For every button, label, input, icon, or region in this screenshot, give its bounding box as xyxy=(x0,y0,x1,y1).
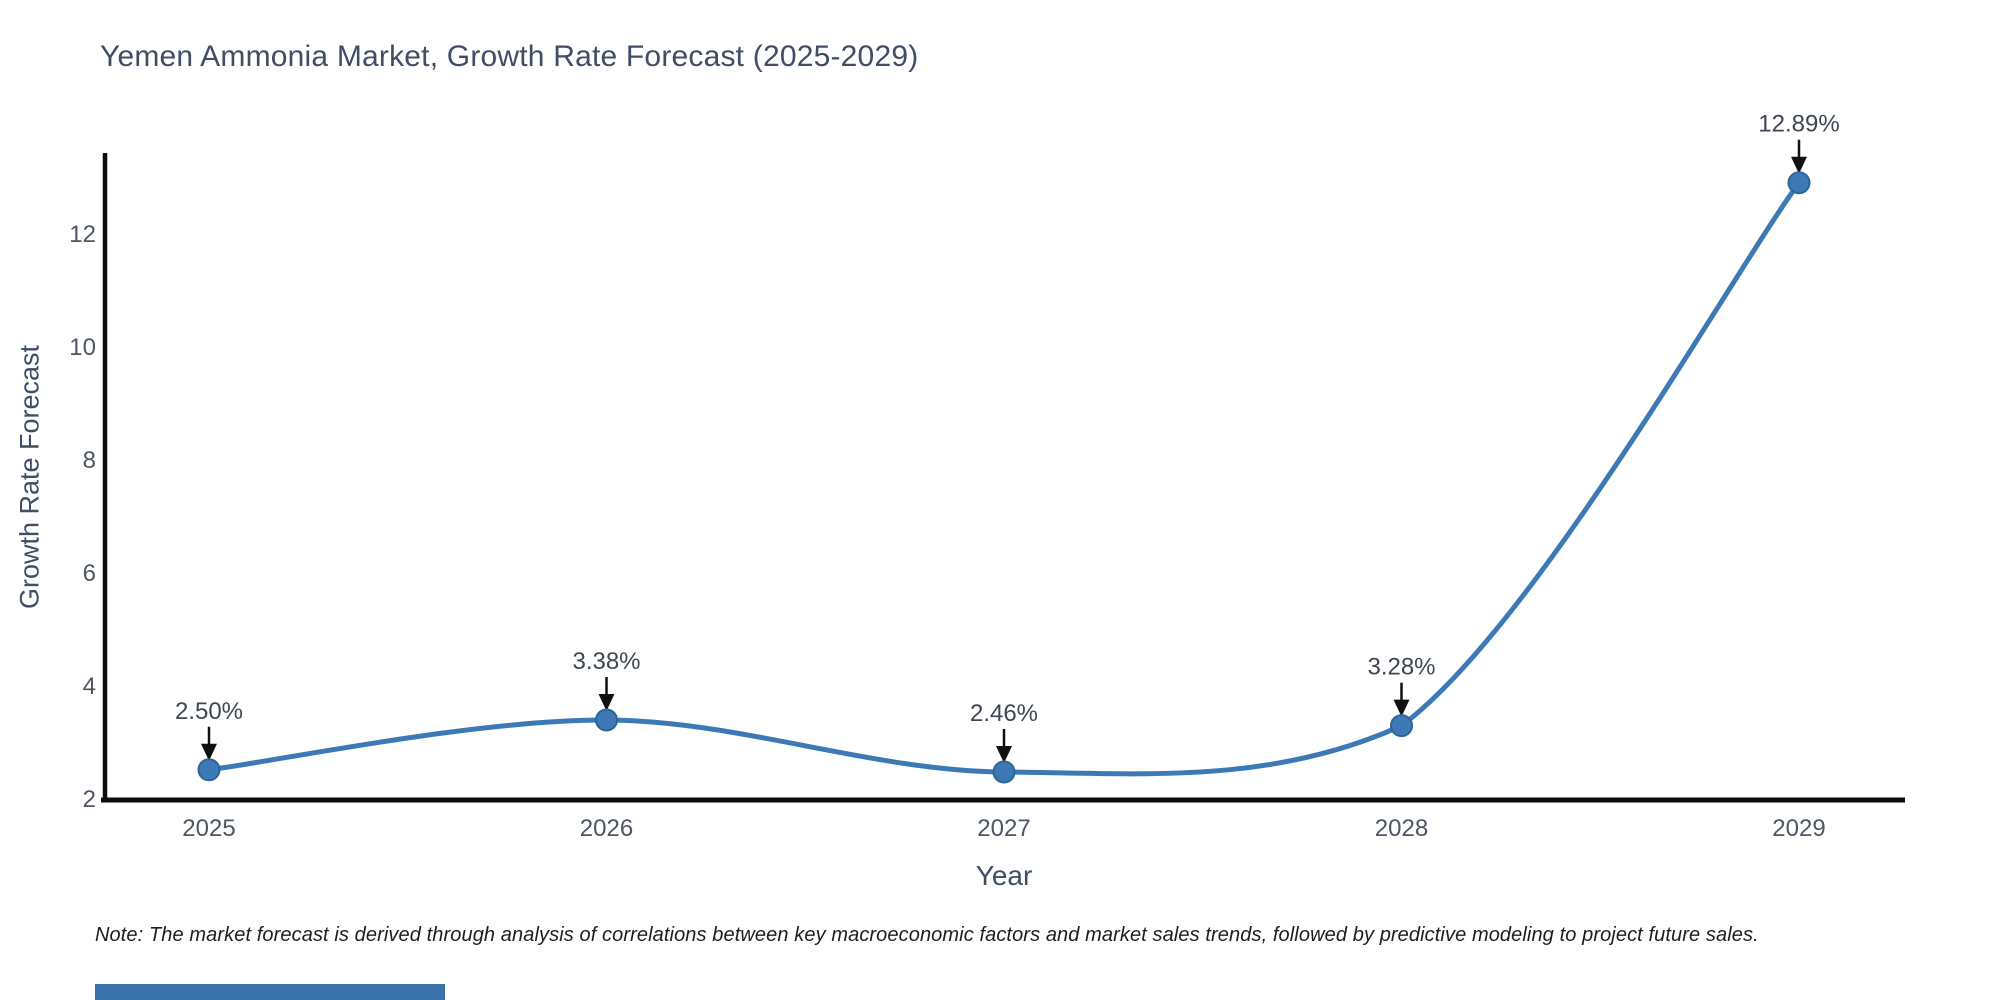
data-point-marker[interactable] xyxy=(1787,171,1811,195)
chart-title: Yemen Ammonia Market, Growth Rate Foreca… xyxy=(100,40,919,73)
point-annotation: 3.28% xyxy=(1367,654,1435,681)
x-tick-label: 2027 xyxy=(977,815,1030,842)
annotation-arrowhead xyxy=(996,746,1012,764)
data-point-marker[interactable] xyxy=(595,708,618,732)
x-tick-label: 2026 xyxy=(580,815,633,842)
series-line xyxy=(206,180,1802,777)
x-tick-label: 2025 xyxy=(182,815,235,842)
x-tick-label: 2029 xyxy=(1772,815,1825,842)
point-annotation: 2.46% xyxy=(970,700,1038,727)
y-tick-label: 8 xyxy=(83,447,96,474)
point-annotation: 2.50% xyxy=(175,698,243,725)
annotation-arrowhead xyxy=(1393,699,1410,717)
annotation-arrowhead xyxy=(201,743,217,761)
point-annotation: 3.38% xyxy=(572,648,640,675)
y-tick-label: 4 xyxy=(83,673,96,700)
data-point-marker[interactable] xyxy=(992,760,1016,784)
data-point-marker[interactable] xyxy=(1390,714,1413,738)
x-axis-title: Year xyxy=(975,860,1033,891)
y-tick-label: 10 xyxy=(69,334,96,361)
x-tick-label: 2028 xyxy=(1375,815,1428,842)
y-tick-label: 2 xyxy=(83,786,96,813)
point-annotation: 12.89% xyxy=(1758,111,1839,138)
y-tick-label: 12 xyxy=(69,221,96,248)
data-point-marker[interactable] xyxy=(197,758,221,782)
annotation-arrowhead xyxy=(1791,156,1807,174)
watermark-bar xyxy=(95,984,445,1000)
footnote: Note: The market forecast is derived thr… xyxy=(95,924,1759,946)
annotation-arrowhead xyxy=(598,694,615,712)
y-tick-label: 6 xyxy=(83,560,96,587)
